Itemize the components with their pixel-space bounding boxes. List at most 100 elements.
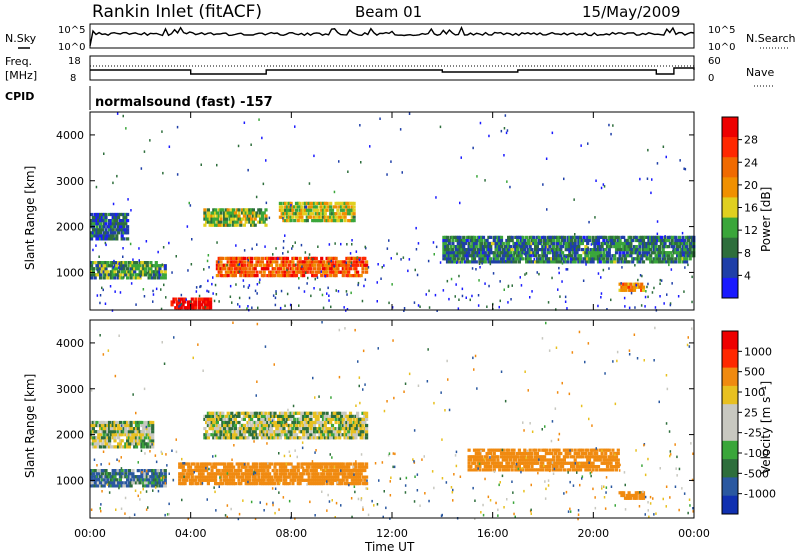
heatmap-cell <box>293 270 297 274</box>
heatmap-cell <box>280 215 284 219</box>
heatmap-cell <box>104 442 108 446</box>
heatmap-cell <box>541 254 545 258</box>
heatmap-cell <box>480 254 484 258</box>
heatmap-cell <box>230 411 234 415</box>
heatmap-cell <box>541 260 545 264</box>
heatmap-cell <box>665 254 669 258</box>
heatmap-cell <box>329 208 333 212</box>
heatmap-cell <box>282 274 286 278</box>
heatmap-cell <box>257 420 261 425</box>
heatmap-cell <box>253 214 257 218</box>
heatmap-cell <box>250 223 254 227</box>
heatmap-cell <box>667 254 671 258</box>
heatmap-cell <box>163 276 167 280</box>
heatmap-cell <box>205 478 209 482</box>
heatmap-cell <box>561 251 565 255</box>
heatmap-cell <box>282 472 286 476</box>
heatmap-cell <box>214 427 218 431</box>
heatmap-cell <box>330 430 335 434</box>
heatmap-cell <box>591 235 595 239</box>
heatmap-cell <box>241 472 245 476</box>
heatmap-cell <box>99 267 103 271</box>
heatmap-cell <box>334 205 338 209</box>
heatmap-cell <box>303 468 308 473</box>
heatmap-cell <box>120 237 124 241</box>
scatter-point <box>405 476 408 480</box>
heatmap-cell <box>232 274 236 278</box>
heatmap-cell <box>552 238 556 243</box>
heatmap-cell <box>607 238 611 243</box>
heatmap-cell <box>284 433 288 437</box>
heatmap-cell <box>221 420 225 425</box>
scatter-point <box>200 285 202 288</box>
heatmap-cell <box>230 260 234 264</box>
heatmap-cell <box>347 423 351 428</box>
heatmap-cell <box>248 270 252 274</box>
heatmap-cell <box>242 423 246 428</box>
heatmap-cell <box>246 436 250 440</box>
heatmap-cell <box>235 214 239 218</box>
heatmap-cell <box>548 238 552 243</box>
heatmap-cell <box>241 478 245 482</box>
heatmap-cell <box>458 245 462 249</box>
heatmap-cell <box>206 420 210 425</box>
heatmap-cell <box>316 270 320 274</box>
scatter-point <box>486 257 489 261</box>
heatmap-cell <box>235 472 239 476</box>
heatmap-cell <box>478 254 482 258</box>
heatmap-cell <box>472 245 477 249</box>
heatmap-cell <box>641 493 646 498</box>
scatter-point <box>688 498 691 501</box>
heatmap-cell <box>100 219 104 223</box>
heatmap-cell <box>334 462 338 466</box>
heatmap-cell <box>339 201 344 205</box>
heatmap-cell <box>325 468 329 473</box>
heatmap-cell <box>535 251 539 255</box>
scatter-point <box>175 255 177 258</box>
heatmap-cell <box>277 478 281 482</box>
scatter-point <box>434 293 437 297</box>
heatmap-cell <box>312 482 317 486</box>
heatmap-cell <box>530 455 534 459</box>
heatmap-cell <box>285 436 290 440</box>
heatmap-cell <box>357 482 361 486</box>
heatmap-cell <box>266 260 270 264</box>
heatmap-cell <box>284 274 288 278</box>
heatmap-cell <box>239 267 243 271</box>
heatmap-cell <box>541 251 545 255</box>
heatmap-cell <box>456 241 460 246</box>
heatmap-cell <box>350 472 354 476</box>
heatmap-cell <box>332 274 336 278</box>
scatter-point <box>492 272 495 275</box>
heatmap-cell <box>149 273 153 277</box>
scatter-point <box>404 491 407 494</box>
heatmap-cell <box>260 414 264 418</box>
heatmap-cell <box>348 475 353 479</box>
heatmap-cell <box>208 223 212 227</box>
heatmap-cell <box>534 248 538 252</box>
heatmap-cell <box>330 475 335 479</box>
heatmap-cell <box>230 417 234 421</box>
heatmap-cell <box>534 468 538 472</box>
heatmap-cell <box>206 211 210 215</box>
heatmap-cell <box>232 214 236 218</box>
heatmap-cell <box>185 306 189 310</box>
heatmap-cell <box>188 468 193 473</box>
heatmap-cell <box>113 270 117 274</box>
heatmap-cell <box>253 478 257 482</box>
scatter-point <box>459 475 462 478</box>
heatmap-cell <box>228 472 232 476</box>
heatmap-cell <box>656 251 660 255</box>
heatmap-cell <box>99 445 103 449</box>
heatmap-cell <box>273 472 277 476</box>
heatmap-cell <box>126 276 130 280</box>
heatmap-cell <box>224 465 228 469</box>
heatmap-cell <box>559 458 563 462</box>
scatter-point <box>353 485 356 488</box>
heatmap-cell <box>471 235 475 239</box>
heatmap-cell <box>221 468 225 473</box>
heatmap-cell <box>232 220 236 224</box>
heatmap-cell <box>593 245 597 249</box>
heatmap-cell <box>359 465 363 469</box>
heatmap-cell <box>215 433 219 437</box>
